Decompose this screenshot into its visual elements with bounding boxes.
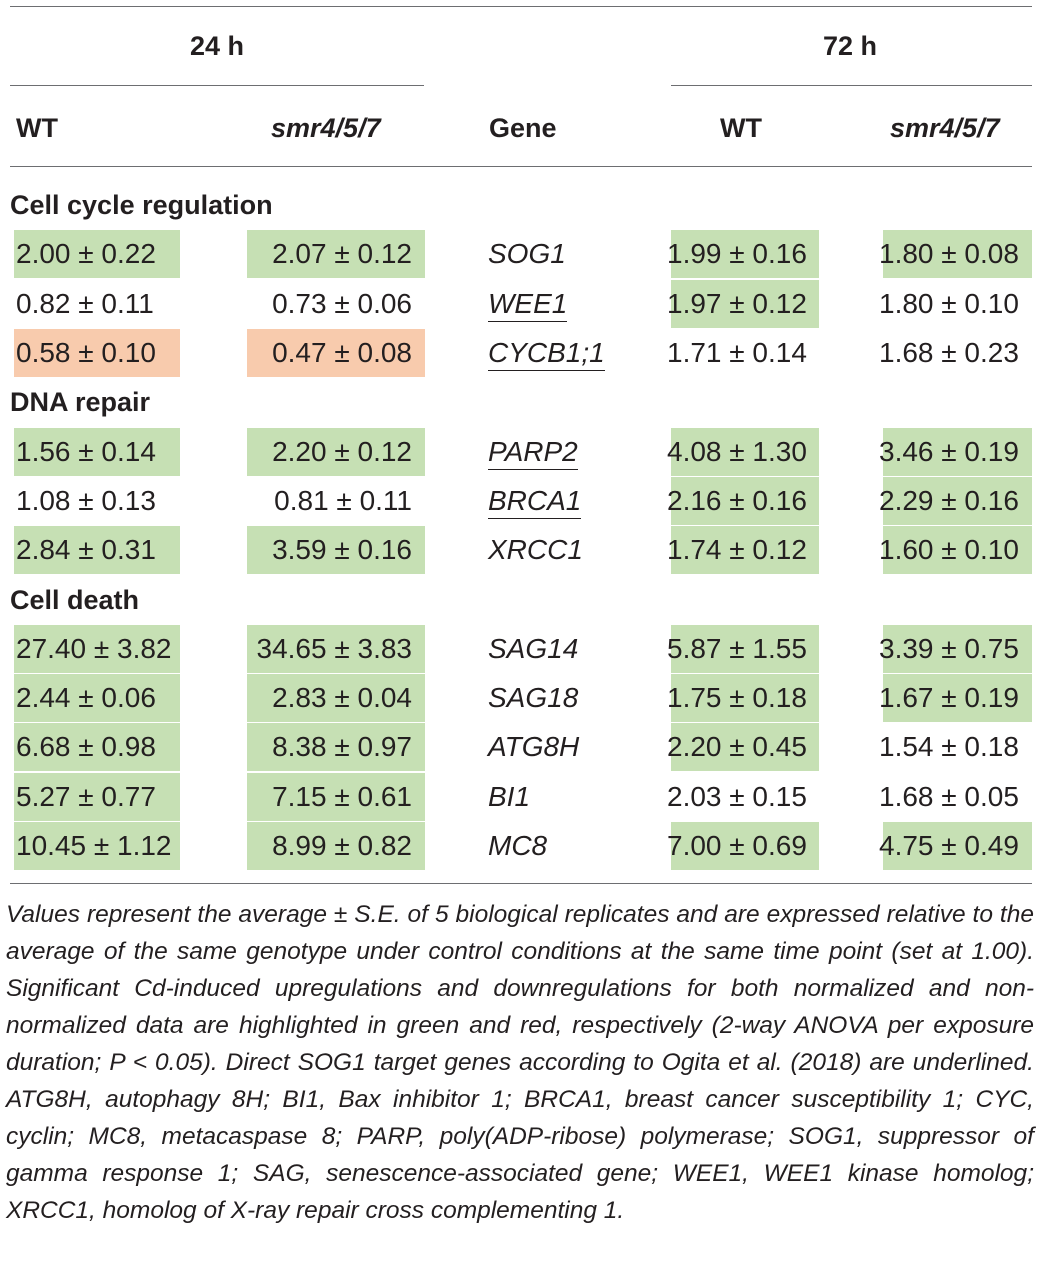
cell-wt-72h: 1.75 ± 0.18	[667, 674, 819, 722]
cell-mutant-72h: 3.39 ± 0.75	[879, 625, 1032, 673]
gene-name: BI1	[488, 773, 530, 821]
cell-wt-72h: 2.16 ± 0.16	[667, 477, 819, 525]
cell-mutant-24h: 7.15 ± 0.61	[247, 773, 425, 821]
cell-wt-72h: 1.99 ± 0.16	[667, 230, 819, 278]
section-title-cell-death: Cell death	[10, 585, 140, 615]
gene-name: SAG18	[488, 674, 578, 722]
cell-wt-72h: 5.87 ± 1.55	[667, 625, 819, 673]
group-header-72h: 72 h	[823, 31, 878, 61]
gene-name: CYCB1;1	[488, 329, 605, 377]
cell-mutant-24h: 2.20 ± 0.12	[247, 428, 425, 476]
cell-wt-24h: 10.45 ± 1.12	[14, 822, 180, 870]
gene-label: MC8	[488, 830, 548, 861]
cell-mutant-24h: 0.73 ± 0.06	[272, 288, 412, 319]
gene-name: WEE1	[488, 280, 568, 328]
cell-mutant-24h: 0.81 ± 0.11	[274, 485, 412, 516]
gene-label: BRCA1	[488, 485, 582, 519]
cell-mutant-24h: 2.07 ± 0.12	[247, 230, 425, 278]
gene-label: WEE1	[488, 288, 568, 322]
cell-mutant-72h: 1.80 ± 0.10	[879, 288, 1019, 319]
gene-label: SOG1	[488, 238, 566, 269]
rule-24h-group	[10, 85, 424, 86]
gene-label: ATG8H	[488, 731, 580, 762]
table-footnote: Values represent the average ± S.E. of 5…	[6, 901, 1034, 1224]
gene-label: XRCC1	[488, 534, 583, 565]
cell-wt-72h: 1.74 ± 0.12	[667, 526, 819, 574]
cell-mutant-72h: 1.67 ± 0.19	[879, 674, 1032, 722]
gene-label: SAG18	[488, 682, 579, 713]
cell-mutant-24h: 8.99 ± 0.82	[247, 822, 425, 870]
cell-wt-72h: 2.03 ± 0.15	[667, 781, 807, 812]
cell-wt-24h: 27.40 ± 3.82	[14, 625, 180, 673]
cell-mutant-72h: 3.46 ± 0.19	[879, 428, 1032, 476]
column-header-mutant-24h: smr4/5/7	[271, 113, 381, 143]
column-header-wt-72h: WT	[720, 113, 762, 143]
section-title-dna-repair: DNA repair	[10, 387, 151, 417]
cell-wt-24h: 1.56 ± 0.14	[14, 428, 180, 476]
cell-mutant-24h: 0.47 ± 0.08	[247, 329, 425, 377]
column-header-mutant-72h: smr4/5/7	[890, 113, 1000, 143]
rule-72h-group	[671, 85, 1032, 86]
top-rule	[10, 6, 1032, 7]
cell-wt-24h: 2.00 ± 0.22	[14, 230, 180, 278]
cell-wt-24h: 5.27 ± 0.77	[14, 773, 180, 821]
section-title-cell-cycle: Cell cycle regulation	[10, 190, 273, 220]
cell-mutant-72h: 1.60 ± 0.10	[879, 526, 1032, 574]
cell-mutant-72h: 1.68 ± 0.05	[879, 781, 1019, 812]
gene-name: PARP2	[488, 428, 578, 476]
gene-label: PARP2	[488, 436, 578, 470]
table-bottom-rule	[10, 883, 1032, 884]
cell-wt-24h: 0.58 ± 0.10	[14, 329, 180, 377]
cell-wt-72h: 1.97 ± 0.12	[667, 280, 819, 328]
cell-mutant-72h: 4.75 ± 0.49	[879, 822, 1032, 870]
cell-mutant-24h: 3.59 ± 0.16	[247, 526, 425, 574]
cell-wt-24h: 0.82 ± 0.11	[16, 288, 154, 319]
cell-wt-24h: 2.44 ± 0.06	[14, 674, 180, 722]
cell-wt-72h: 2.20 ± 0.45	[667, 723, 819, 771]
cell-wt-72h: 4.08 ± 1.30	[667, 428, 819, 476]
cell-wt-24h: 1.08 ± 0.13	[16, 485, 156, 516]
gene-name: MC8	[488, 822, 547, 870]
cell-mutant-24h: 34.65 ± 3.83	[247, 625, 425, 673]
gene-label: BI1	[488, 781, 531, 812]
gene-name: SAG14	[488, 625, 578, 673]
gene-name: BRCA1	[488, 477, 582, 525]
cell-mutant-24h: 2.83 ± 0.04	[247, 674, 425, 722]
cell-mutant-72h: 1.54 ± 0.18	[879, 731, 1019, 762]
cell-wt-24h: 2.84 ± 0.31	[14, 526, 180, 574]
group-header-24h: 24 h	[190, 31, 245, 61]
gene-name: ATG8H	[488, 723, 579, 771]
cell-wt-72h: 1.71 ± 0.14	[667, 337, 807, 368]
cell-wt-24h: 6.68 ± 0.98	[14, 723, 180, 771]
cell-wt-72h: 7.00 ± 0.69	[667, 822, 819, 870]
gene-label: SAG14	[488, 633, 579, 664]
cell-mutant-24h: 8.38 ± 0.97	[247, 723, 425, 771]
header-bottom-rule	[10, 166, 1032, 167]
gene-label: CYCB1;1	[488, 337, 605, 371]
cell-mutant-72h: 2.29 ± 0.16	[879, 477, 1032, 525]
cell-mutant-72h: 1.80 ± 0.08	[879, 230, 1032, 278]
column-header-wt-24h: WT	[16, 113, 58, 143]
cell-mutant-72h: 1.68 ± 0.23	[879, 337, 1019, 368]
gene-name: SOG1	[488, 230, 566, 278]
gene-name: XRCC1	[488, 526, 583, 574]
column-header-gene: Gene	[489, 113, 557, 143]
